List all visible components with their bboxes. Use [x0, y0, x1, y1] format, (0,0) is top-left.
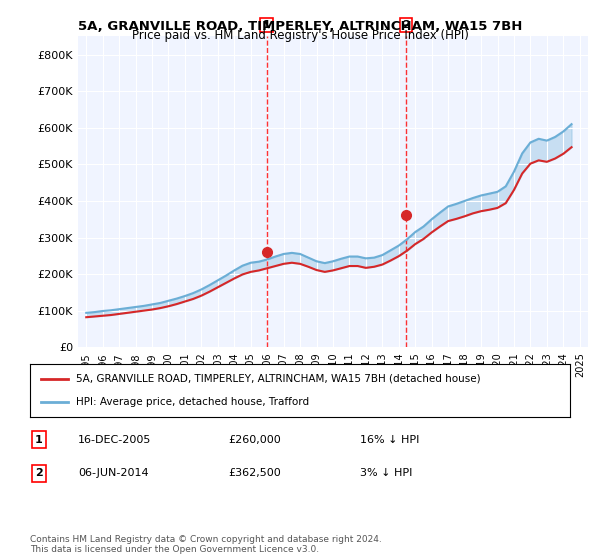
- Text: 3% ↓ HPI: 3% ↓ HPI: [360, 468, 412, 478]
- Text: HPI: Average price, detached house, Trafford: HPI: Average price, detached house, Traf…: [76, 397, 309, 407]
- Text: 5A, GRANVILLE ROAD, TIMPERLEY, ALTRINCHAM, WA15 7BH: 5A, GRANVILLE ROAD, TIMPERLEY, ALTRINCHA…: [78, 20, 522, 32]
- Text: 16% ↓ HPI: 16% ↓ HPI: [360, 435, 419, 445]
- Text: 1: 1: [263, 20, 271, 30]
- Text: £260,000: £260,000: [228, 435, 281, 445]
- Text: 06-JUN-2014: 06-JUN-2014: [78, 468, 149, 478]
- Text: 16-DEC-2005: 16-DEC-2005: [78, 435, 151, 445]
- Text: 5A, GRANVILLE ROAD, TIMPERLEY, ALTRINCHAM, WA15 7BH (detached house): 5A, GRANVILLE ROAD, TIMPERLEY, ALTRINCHA…: [76, 374, 481, 384]
- Text: 2: 2: [35, 468, 43, 478]
- Text: £362,500: £362,500: [228, 468, 281, 478]
- Text: Price paid vs. HM Land Registry's House Price Index (HPI): Price paid vs. HM Land Registry's House …: [131, 29, 469, 42]
- Text: 1: 1: [35, 435, 43, 445]
- Text: Contains HM Land Registry data © Crown copyright and database right 2024.
This d: Contains HM Land Registry data © Crown c…: [30, 535, 382, 554]
- Text: 2: 2: [402, 20, 410, 30]
